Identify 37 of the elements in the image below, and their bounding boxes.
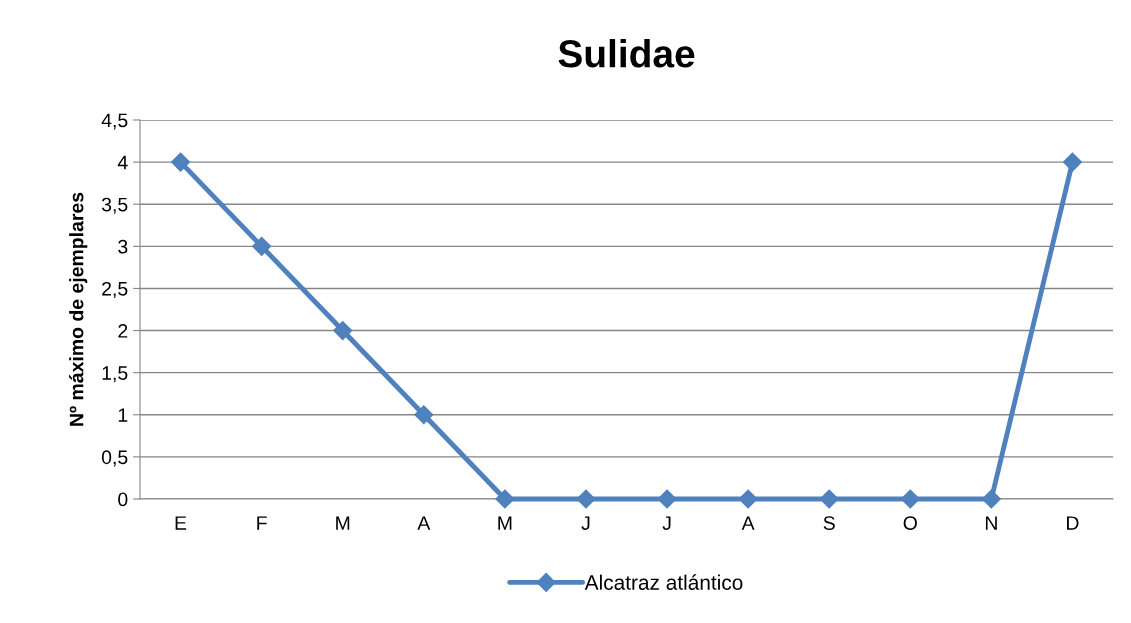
y-tick-label: 4,5 bbox=[101, 113, 128, 130]
y-tick-label: 1 bbox=[118, 408, 128, 422]
x-tick-label: J bbox=[581, 516, 590, 530]
y-tick-label: 0 bbox=[118, 492, 128, 507]
point bbox=[414, 405, 434, 425]
x-tick-label: D bbox=[1067, 516, 1079, 530]
x-tick-label: O bbox=[903, 516, 917, 530]
y-tick-label: 4 bbox=[117, 155, 128, 170]
y-tick-label: 2 bbox=[118, 324, 128, 338]
y-tick-label: 0,5 bbox=[101, 450, 128, 467]
point bbox=[900, 489, 920, 509]
x-tick-label: M bbox=[336, 516, 350, 530]
y-tick-label: 3,5 bbox=[101, 197, 128, 214]
x-tick-label: A bbox=[417, 516, 431, 530]
x-tick-label: N bbox=[985, 516, 997, 530]
chart-title: Sulidae bbox=[558, 39, 695, 68]
point bbox=[252, 236, 272, 256]
x-tick-label: S bbox=[823, 516, 835, 530]
point bbox=[1062, 152, 1082, 172]
x-tick-label: A bbox=[741, 516, 755, 530]
point bbox=[819, 489, 839, 509]
y-axis-title: Nº máximo de ejemplares bbox=[68, 192, 88, 426]
point bbox=[981, 489, 1001, 509]
y-tick-label: 3 bbox=[118, 239, 128, 254]
point bbox=[495, 489, 515, 509]
y-tick-label: 1,5 bbox=[102, 366, 128, 383]
x-tick-label: F bbox=[257, 516, 267, 530]
point bbox=[657, 489, 677, 509]
x-tick-label: E bbox=[175, 516, 187, 530]
point bbox=[171, 152, 191, 172]
point bbox=[738, 489, 758, 509]
point bbox=[333, 321, 353, 341]
legend-label: Alcatraz atlántico bbox=[584, 574, 743, 590]
point bbox=[576, 489, 596, 509]
y-tick-label: 2,5 bbox=[102, 281, 128, 298]
x-tick-label: J bbox=[662, 516, 671, 530]
x-tick-label: M bbox=[498, 516, 512, 530]
